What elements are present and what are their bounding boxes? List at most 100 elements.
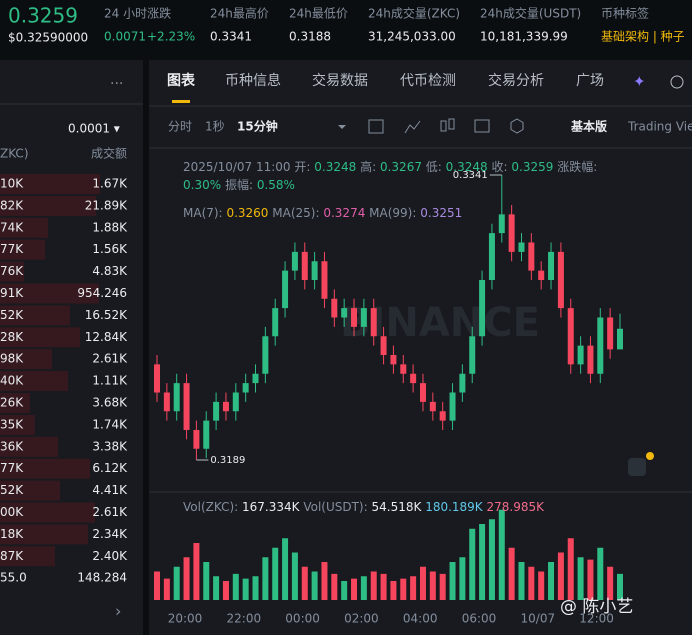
row-amount: 4.41K [92, 483, 128, 497]
depth-bar [0, 327, 80, 348]
depth-bar [0, 436, 58, 457]
info-part: 2025/10/07 11:00 [183, 160, 291, 174]
info-part: 0.3259 [511, 160, 553, 174]
info-part: MA(7): [183, 206, 223, 220]
interval[interactable]: 15分钟 [237, 119, 278, 134]
info-line: 0.30% 振幅: 0.58% [183, 177, 295, 192]
candle-body [252, 373, 259, 384]
info-part: 0.3248 [446, 160, 488, 174]
tab[interactable]: 图表 [167, 72, 196, 89]
candle-body [183, 383, 190, 430]
total-right: 148.284 [77, 571, 127, 585]
tab[interactable]: 交易数据 [312, 72, 368, 89]
scroll-arrow[interactable]: › [115, 602, 121, 621]
interval[interactable]: 分时 [168, 120, 192, 134]
candle-body [282, 270, 289, 309]
info-part: Vol(ZKC): [183, 500, 238, 514]
stat-label: 24 小时涨跌 [104, 6, 171, 21]
volume: Vol(ZKC): 167.334K Vol(USDT): 54.518K 18… [154, 500, 623, 600]
candle-body [321, 261, 328, 299]
tool-icon[interactable] [448, 118, 455, 130]
depth-bar [0, 371, 68, 392]
row-price: 74K [0, 220, 24, 234]
watermark-logo: BINANCE [340, 300, 540, 346]
info-part: 180.189K [425, 500, 484, 514]
volume-bar [154, 571, 160, 600]
row-amount: 1.11K [92, 374, 128, 388]
candle-body [607, 317, 614, 350]
tab[interactable]: 广场 [576, 73, 604, 89]
ma-legend: MA(7): 0.3260 MA(25): 0.3274 MA(99): 0.3… [183, 206, 462, 220]
row-amount: 21.89K [85, 198, 128, 212]
volume-bar [390, 581, 397, 600]
candle-body [587, 345, 594, 374]
candle-body [272, 308, 279, 337]
stats: 24 小时涨跌 0.0071 +2.23% 24h最高价 0.3341 24h最低价 0.3… [104, 6, 685, 44]
volume-bar [597, 547, 604, 600]
tab[interactable]: 代币检测 [400, 73, 456, 89]
volume-bar [370, 571, 377, 600]
row-price: 00K [0, 505, 24, 519]
row-amount: 2.34K [92, 527, 128, 541]
row-price: 28K [0, 330, 24, 344]
volume-bar [301, 566, 308, 600]
interval[interactable]: 1秒 [205, 120, 225, 134]
view[interactable]: 基本版 [570, 119, 607, 134]
volume-bar [498, 509, 505, 600]
stat-label: 24h最高价 [210, 6, 269, 21]
candle-body [360, 308, 367, 327]
row-amount: 4.83K [92, 264, 128, 278]
column-header: 成交额 [91, 146, 127, 161]
tab[interactable]: 交易分析 [488, 72, 544, 89]
ai-icon[interactable]: ✦ [633, 73, 646, 91]
volume-bar [607, 566, 614, 600]
volume-bar [282, 538, 289, 600]
stat-label: 币种标签 [601, 6, 649, 21]
tab[interactable]: 币种信息 [225, 72, 281, 89]
step-select[interactable]: 0.0001 ▾ [68, 122, 120, 136]
usd-price: $0.32590000 [8, 31, 88, 45]
info-part: 振幅: [225, 177, 253, 192]
candle-body [419, 383, 426, 402]
volume-bar [291, 552, 298, 600]
depth-bar [0, 261, 24, 282]
volume-bar [488, 519, 495, 600]
candle-body [173, 383, 180, 412]
row-amount: 2.61K [92, 505, 128, 519]
tool-icon[interactable] [474, 119, 490, 133]
volume-bar [163, 578, 170, 600]
candle-body [508, 214, 515, 252]
stat-value: 0.3341 [210, 30, 252, 44]
row-price: 82K [0, 198, 24, 212]
last-price: 0.3259 [8, 4, 78, 28]
tool-icon[interactable] [510, 118, 524, 134]
row-amount: 3.38K [92, 439, 128, 453]
bell-icon[interactable] [670, 75, 684, 89]
view[interactable]: Trading View [627, 120, 692, 134]
volume-bar [479, 524, 486, 600]
candle-body [242, 383, 249, 393]
depth-bar [0, 480, 60, 501]
volume-bar [262, 557, 269, 600]
row-price: 91K [0, 286, 24, 300]
depth-bar [0, 239, 45, 260]
low-marker: 0.3189 [210, 455, 245, 466]
tool-icon[interactable] [440, 120, 447, 132]
candle-body [528, 242, 535, 271]
info-part: 54.518K [372, 500, 423, 514]
candle-body [597, 317, 604, 374]
widget-icon[interactable] [628, 458, 646, 476]
info-line: 2025/10/07 11:00 开: 0.3248 高: 0.3267 低: … [183, 159, 597, 174]
dropdown-icon[interactable] [338, 125, 346, 129]
stat-value: 0.0071 [104, 30, 146, 44]
info-part: 收: [492, 160, 508, 174]
time-label: 10/07 [521, 612, 556, 626]
menu[interactable]: ··· [110, 76, 123, 92]
tool-icon[interactable] [368, 119, 384, 134]
volume-bar [508, 547, 515, 600]
candle-body [488, 233, 495, 280]
time-label: 20:00 [168, 612, 203, 626]
tool-icon[interactable] [404, 120, 421, 134]
time-label: 12:00 [579, 612, 614, 626]
